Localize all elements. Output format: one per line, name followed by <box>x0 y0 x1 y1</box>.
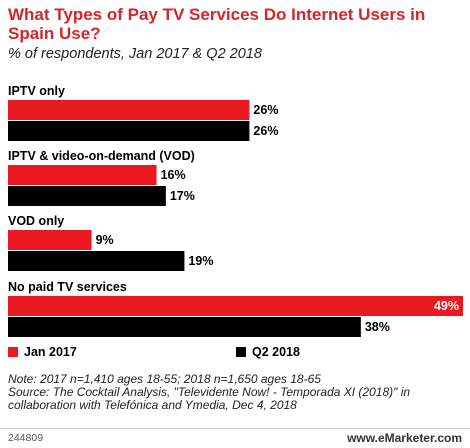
value-label-vod-only-jan-2017: 9% <box>96 233 114 247</box>
bar-iptv-video-on-demand-vod-jan-2017 <box>8 165 157 185</box>
bar-vod-only-q2-2018 <box>8 251 185 271</box>
bar-vod-only-jan-2017 <box>8 230 92 250</box>
bar-no-paid-tv-services-jan-2017 <box>8 296 463 316</box>
legend-label-q2-2018: Q2 2018 <box>252 345 300 359</box>
legend-swatch-q2-2018 <box>236 347 246 357</box>
category-label-no-paid-tv-services: No paid TV services <box>8 280 127 294</box>
category-label-vod-only: VOD only <box>8 214 64 228</box>
value-label-iptv-video-on-demand-vod-q2-2018: 17% <box>170 189 195 203</box>
value-label-iptv-only-jan-2017: 26% <box>253 103 278 117</box>
legend-item-q2-2018: Q2 2018 <box>236 345 300 359</box>
footer: 244809 www.eMarketer.com <box>0 428 470 448</box>
value-label-no-paid-tv-services-jan-2017: 49% <box>434 299 459 313</box>
note-text: Note: 2017 n=1,410 ages 18-55; 2018 n=1,… <box>8 372 321 386</box>
brand-link[interactable]: www.eMarketer.com <box>347 431 462 445</box>
bar-iptv-only-q2-2018 <box>8 121 250 141</box>
bar-iptv-only-jan-2017 <box>8 100 250 120</box>
bar-chart: IPTV only 26% 26% IPTV & video-on-demand (V… <box>8 84 463 337</box>
chart-id: 244809 <box>8 432 44 444</box>
bar-no-paid-tv-services-q2-2018 <box>8 317 361 337</box>
source-text: Source: The Cocktail Analysis, "Televide… <box>8 385 411 412</box>
legend-swatch-jan-2017 <box>8 347 18 357</box>
value-label-iptv-only-q2-2018: 26% <box>253 124 278 138</box>
bar-iptv-video-on-demand-vod-q2-2018 <box>8 186 166 206</box>
value-label-no-paid-tv-services-q2-2018: 38% <box>365 320 390 334</box>
value-label-vod-only-q2-2018: 19% <box>188 254 213 268</box>
category-label-iptv-only: IPTV only <box>8 84 65 98</box>
legend-label-jan-2017: Jan 2017 <box>24 345 77 359</box>
chart-notes: Note: 2017 n=1,410 ages 18-55; 2018 n=1,… <box>8 373 463 412</box>
legend-item-jan-2017: Jan 2017 <box>8 345 77 359</box>
chart-subtitle: % of respondents, Jan 2017 & Q2 2018 <box>8 46 262 62</box>
chart-title: What Types of Pay TV Services Do Interne… <box>8 5 426 43</box>
value-label-iptv-video-on-demand-vod-jan-2017: 16% <box>161 168 186 182</box>
category-label-iptv-video-on-demand-vod: IPTV & video-on-demand (VOD) <box>8 149 195 163</box>
